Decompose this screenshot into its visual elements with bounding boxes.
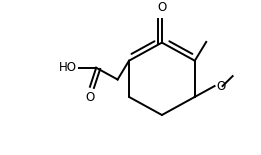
Text: HO: HO: [59, 61, 77, 74]
Text: O: O: [217, 80, 226, 93]
Text: O: O: [157, 1, 167, 14]
Text: O: O: [85, 91, 94, 104]
